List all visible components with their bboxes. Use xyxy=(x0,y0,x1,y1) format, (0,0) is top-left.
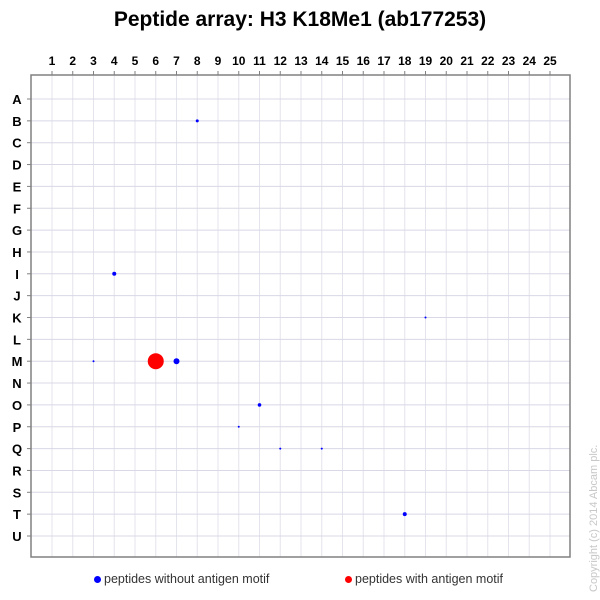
y-tick-label: R xyxy=(12,463,22,478)
x-tick-label: 22 xyxy=(481,54,495,68)
x-tick-label: 11 xyxy=(253,54,266,68)
data-points xyxy=(92,119,427,517)
x-tick-label: 7 xyxy=(173,54,180,68)
y-tick-label: H xyxy=(12,245,21,260)
plot-frame xyxy=(30,74,571,558)
y-tick-label: K xyxy=(12,311,22,326)
y-tick-label: M xyxy=(12,354,23,369)
data-point xyxy=(173,358,180,365)
x-tick-label: 15 xyxy=(336,54,350,68)
y-tick-label: J xyxy=(13,289,20,304)
y-tick-label: U xyxy=(12,529,21,544)
y-tick-label: I xyxy=(15,267,19,282)
chart-title: Peptide array: H3 K18Me1 (ab177253) xyxy=(113,8,487,31)
y-tick-label: F xyxy=(13,201,21,216)
x-tick-label: 9 xyxy=(215,54,222,68)
blue-dot-icon xyxy=(94,575,101,583)
data-point xyxy=(195,119,199,123)
x-tick-label: 3 xyxy=(90,54,97,68)
legend-label-without-motif: peptides without antigen motif xyxy=(104,572,270,586)
x-tick-label: 14 xyxy=(315,54,329,68)
y-tick-label: S xyxy=(13,485,22,500)
legend-item-with-motif: peptides with antigen motif xyxy=(345,572,503,586)
red-dot-icon xyxy=(345,575,352,583)
x-tick-label: 10 xyxy=(232,54,246,68)
x-tick-label: 13 xyxy=(294,54,308,68)
x-tick-label: 4 xyxy=(111,54,118,68)
y-tick-label: Q xyxy=(12,442,22,457)
y-tick-label: E xyxy=(13,179,22,194)
x-axis-labels: 1 2 3 4 5 6 7 8 9 10 11 12 13 14 15 16 17 18 19 20 21 22 23 24 2… xyxy=(49,54,557,68)
y-tick-label: O xyxy=(12,398,22,413)
legend-label-with-motif: peptides with antigen motif xyxy=(355,572,504,586)
x-tick-label: 23 xyxy=(502,54,516,68)
x-tick-label: 12 xyxy=(274,54,288,68)
y-tick-label: T xyxy=(13,507,21,522)
y-tick-label: G xyxy=(12,223,22,238)
x-tick-label: 21 xyxy=(460,54,474,68)
x-tick-label: 24 xyxy=(523,54,537,68)
data-point xyxy=(237,425,240,428)
data-point xyxy=(92,360,95,363)
x-tick-label: 20 xyxy=(440,54,454,68)
x-tick-label: 19 xyxy=(419,54,433,68)
data-point xyxy=(279,447,282,450)
x-tick-label: 2 xyxy=(69,54,76,68)
grid-lines xyxy=(27,71,570,557)
x-tick-label: 6 xyxy=(152,54,159,68)
data-point xyxy=(112,271,117,276)
data-point xyxy=(320,447,323,450)
data-point xyxy=(257,403,262,407)
x-tick-label: 25 xyxy=(543,54,557,68)
y-tick-label: B xyxy=(12,114,21,129)
y-tick-label: N xyxy=(12,376,21,391)
x-tick-label: 18 xyxy=(398,54,412,68)
data-point xyxy=(424,316,427,319)
x-tick-label: 1 xyxy=(49,54,56,68)
x-tick-label: 5 xyxy=(132,54,139,68)
y-tick-label: A xyxy=(12,92,22,107)
x-tick-label: 8 xyxy=(194,54,201,68)
y-tick-label: C xyxy=(12,136,22,151)
y-tick-label: L xyxy=(13,332,21,347)
data-point xyxy=(402,512,407,517)
data-point xyxy=(147,353,164,370)
y-tick-label: D xyxy=(12,158,21,173)
x-tick-label: 17 xyxy=(377,54,391,68)
y-tick-label: P xyxy=(13,420,22,435)
x-tick-label: 16 xyxy=(357,54,371,68)
legend-item-without-motif: peptides without antigen motif xyxy=(94,572,269,586)
copyright-notice: Copyright (c) 2014 Abcam plc. xyxy=(588,444,600,592)
